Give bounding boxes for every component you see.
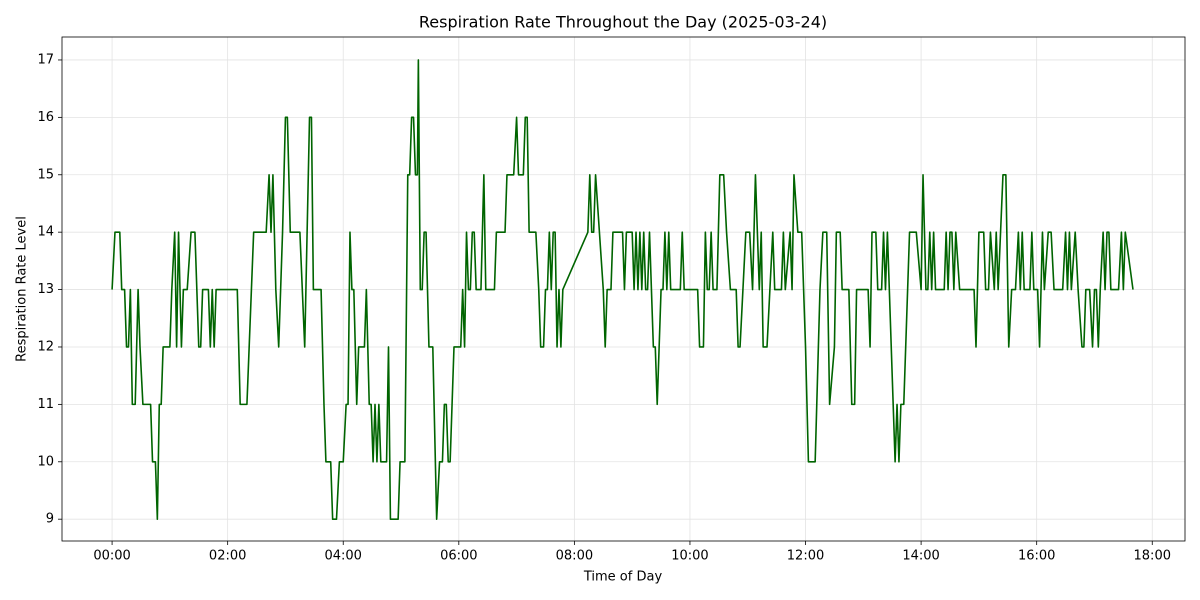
x-tick-label: 12:00 [787, 549, 824, 564]
y-tick-label: 15 [37, 167, 54, 182]
x-tick-label: 10:00 [671, 549, 708, 564]
plot-frame [61, 36, 1186, 542]
x-tick-label: 18:00 [1134, 549, 1171, 564]
y-tick-label: 12 [37, 339, 54, 354]
x-tick-label: 16:00 [1018, 549, 1055, 564]
x-tick-label: 08:00 [556, 549, 593, 564]
x-tick-label: 14:00 [902, 549, 939, 564]
data-line [111, 59, 1134, 520]
x-tick-label: 02:00 [209, 549, 246, 564]
chart-title: Respiration Rate Throughout the Day (202… [419, 13, 827, 32]
y-tick-label: 16 [37, 110, 54, 125]
y-tick-label: 13 [37, 282, 54, 297]
y-tick-label: 17 [37, 52, 54, 67]
y-tick-label: 9 [46, 512, 54, 527]
y-axis-label: Respiration Rate Level [15, 216, 30, 362]
y-tick-label: 10 [37, 454, 54, 469]
y-tick-label: 11 [37, 397, 54, 412]
x-tick-label: 00:00 [93, 549, 130, 564]
x-axis-label: Time of Day [583, 570, 663, 585]
x-tick-label: 04:00 [324, 549, 361, 564]
x-tick-label: 06:00 [440, 549, 477, 564]
y-tick-label: 14 [37, 225, 54, 240]
